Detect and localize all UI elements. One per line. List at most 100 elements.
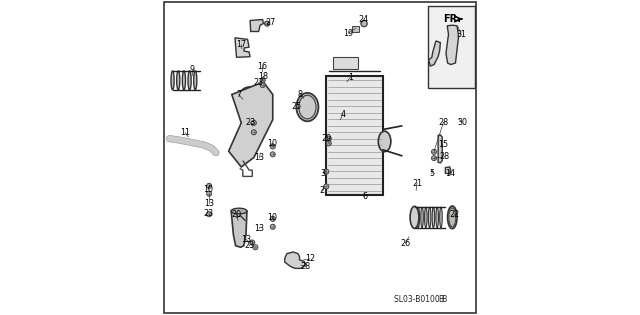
Text: 29: 29: [322, 134, 332, 143]
Ellipse shape: [413, 207, 416, 227]
Ellipse shape: [177, 71, 180, 90]
Ellipse shape: [239, 87, 262, 108]
Polygon shape: [228, 82, 273, 167]
Ellipse shape: [378, 131, 391, 152]
Text: 31: 31: [456, 30, 466, 38]
Polygon shape: [235, 38, 250, 57]
Polygon shape: [438, 135, 442, 163]
Circle shape: [260, 83, 265, 88]
Ellipse shape: [299, 95, 316, 119]
Text: 11: 11: [180, 129, 190, 137]
Circle shape: [324, 184, 329, 189]
Text: 10: 10: [267, 139, 277, 148]
Text: 13: 13: [255, 224, 264, 233]
Text: 13: 13: [241, 235, 251, 244]
Ellipse shape: [421, 207, 423, 227]
Ellipse shape: [449, 208, 456, 227]
Circle shape: [324, 169, 329, 174]
Ellipse shape: [440, 207, 442, 227]
FancyBboxPatch shape: [164, 2, 476, 313]
Polygon shape: [250, 20, 263, 32]
Circle shape: [270, 144, 275, 149]
Ellipse shape: [417, 207, 420, 227]
Polygon shape: [445, 167, 451, 174]
Text: 17: 17: [236, 40, 246, 49]
Circle shape: [252, 120, 257, 125]
Text: 28: 28: [438, 118, 449, 127]
Text: 16: 16: [257, 62, 267, 71]
Circle shape: [361, 20, 367, 27]
Polygon shape: [285, 252, 306, 268]
Polygon shape: [231, 211, 247, 247]
Text: 25: 25: [291, 102, 301, 111]
Text: 8: 8: [298, 90, 303, 99]
FancyBboxPatch shape: [428, 6, 475, 88]
Text: 4: 4: [340, 110, 345, 118]
Text: 10: 10: [267, 213, 277, 222]
Ellipse shape: [231, 208, 247, 214]
Text: 26: 26: [401, 239, 411, 248]
Circle shape: [207, 212, 212, 217]
Ellipse shape: [241, 89, 260, 106]
Text: 28: 28: [440, 152, 449, 161]
Circle shape: [252, 130, 257, 135]
Circle shape: [326, 136, 332, 141]
Text: 18: 18: [259, 72, 268, 81]
FancyBboxPatch shape: [333, 57, 358, 69]
Text: 19: 19: [343, 29, 353, 37]
Ellipse shape: [410, 206, 419, 228]
Circle shape: [253, 245, 258, 250]
Text: 3: 3: [321, 169, 326, 178]
Ellipse shape: [424, 207, 427, 227]
Text: 28: 28: [301, 262, 311, 271]
Text: 23: 23: [244, 241, 254, 250]
Text: FR.: FR.: [443, 14, 461, 24]
Text: 13: 13: [204, 199, 214, 208]
Circle shape: [270, 224, 275, 229]
Circle shape: [250, 240, 255, 245]
Text: 23: 23: [203, 209, 213, 218]
FancyBboxPatch shape: [351, 26, 360, 32]
Text: 7: 7: [236, 90, 241, 99]
FancyBboxPatch shape: [326, 76, 383, 195]
Circle shape: [264, 21, 269, 26]
Text: 6: 6: [362, 192, 367, 201]
Polygon shape: [446, 25, 459, 65]
Text: B: B: [438, 295, 444, 304]
Text: SL03-B0100 B: SL03-B0100 B: [394, 295, 447, 304]
Text: 24: 24: [358, 15, 369, 24]
Circle shape: [431, 156, 436, 161]
Text: 21: 21: [412, 179, 422, 188]
Ellipse shape: [188, 71, 191, 90]
Text: 23: 23: [245, 118, 255, 127]
Circle shape: [270, 152, 275, 157]
Ellipse shape: [171, 71, 174, 90]
Text: 1: 1: [348, 73, 353, 82]
Text: 12: 12: [305, 255, 315, 263]
Ellipse shape: [432, 207, 435, 227]
Text: 13: 13: [255, 153, 264, 162]
Circle shape: [326, 141, 332, 146]
Ellipse shape: [296, 93, 319, 121]
Ellipse shape: [428, 207, 431, 227]
Ellipse shape: [436, 207, 438, 227]
Text: 30: 30: [458, 118, 467, 127]
Text: 5: 5: [429, 169, 435, 178]
Ellipse shape: [182, 71, 186, 90]
Text: 20: 20: [232, 210, 241, 219]
Circle shape: [207, 191, 212, 196]
Text: 14: 14: [445, 169, 455, 178]
Ellipse shape: [194, 71, 197, 90]
Text: 27: 27: [265, 18, 275, 26]
Text: 10: 10: [203, 185, 213, 194]
Circle shape: [207, 183, 212, 188]
Text: 23: 23: [253, 78, 264, 87]
Polygon shape: [429, 41, 440, 66]
Circle shape: [431, 149, 436, 154]
Text: 9: 9: [190, 66, 195, 74]
Circle shape: [270, 216, 275, 221]
Text: 15: 15: [438, 140, 448, 149]
Text: 2: 2: [319, 186, 324, 195]
Ellipse shape: [447, 206, 457, 229]
Text: 22: 22: [450, 210, 460, 219]
